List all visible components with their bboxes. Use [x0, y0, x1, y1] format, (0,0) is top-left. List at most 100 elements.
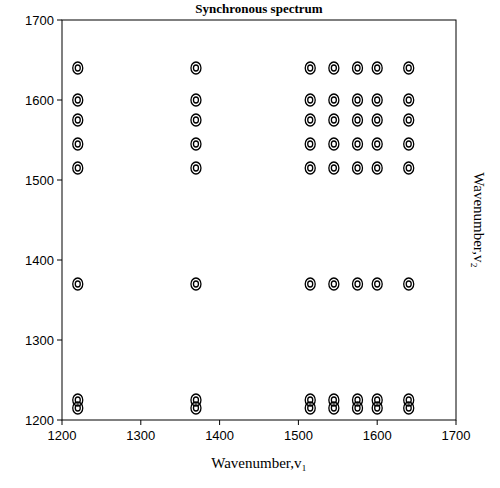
contour-outer	[305, 162, 315, 174]
contour-inner	[75, 165, 80, 171]
chart-container: Synchronous spectrum 1200 1300 1400 1500 1600…	[0, 0, 500, 488]
cross-peak	[329, 162, 339, 174]
cross-peak	[329, 94, 339, 106]
cross-peak	[191, 394, 201, 406]
contour-inner	[193, 117, 198, 123]
cross-peak	[353, 162, 363, 174]
contour-inner	[331, 281, 336, 287]
contour-inner	[308, 397, 313, 403]
contour-outer	[73, 94, 83, 106]
contour-outer	[353, 114, 363, 126]
contour-inner	[355, 97, 360, 103]
contour-inner	[331, 165, 336, 171]
y-tick	[57, 340, 62, 341]
cross-peak	[404, 278, 414, 290]
cross-peak	[372, 138, 382, 150]
contour-outer	[73, 62, 83, 74]
contour-inner	[331, 117, 336, 123]
y-tick-label: 1500	[25, 173, 54, 188]
contour-outer	[404, 114, 414, 126]
cross-peak	[305, 114, 315, 126]
cross-peak	[353, 278, 363, 290]
cross-peak	[191, 138, 201, 150]
cross-peak	[372, 62, 382, 74]
contour-outer	[329, 162, 339, 174]
contour-outer	[191, 138, 201, 150]
contour-inner	[308, 117, 313, 123]
contour-outer	[329, 62, 339, 74]
contour-inner	[355, 281, 360, 287]
contour-inner	[406, 281, 411, 287]
x-tick-label: 1600	[363, 428, 392, 443]
contour-inner	[375, 397, 380, 403]
cross-peak	[191, 278, 201, 290]
y-tick	[57, 100, 62, 101]
contour-outer	[372, 138, 382, 150]
contour-inner	[193, 165, 198, 171]
x-tick	[456, 420, 457, 425]
contour-inner	[308, 65, 313, 71]
y-tick-label: 1300	[25, 333, 54, 348]
contour-inner	[308, 281, 313, 287]
cross-peak	[305, 278, 315, 290]
contour-inner	[331, 141, 336, 147]
y-tick-label: 1400	[25, 253, 54, 268]
contour-inner	[355, 117, 360, 123]
contour-outer	[353, 138, 363, 150]
cross-peak	[191, 94, 201, 106]
contour-inner	[375, 117, 380, 123]
contour-inner	[308, 165, 313, 171]
y-tick-label: 1600	[25, 93, 54, 108]
contour-outer	[372, 62, 382, 74]
cross-peak	[404, 94, 414, 106]
y-tick-label: 1200	[25, 413, 54, 428]
cross-peak	[73, 162, 83, 174]
title: Synchronous spectrum	[195, 1, 322, 16]
contour-inner	[406, 397, 411, 403]
contour-outer	[353, 278, 363, 290]
cross-peak	[372, 114, 382, 126]
contour-outer	[73, 394, 83, 406]
x-tick-label: 1400	[205, 428, 234, 443]
cross-peak	[73, 278, 83, 290]
contour-outer	[353, 394, 363, 406]
contour-outer	[73, 278, 83, 290]
contour-outer	[372, 162, 382, 174]
cross-peak	[73, 394, 83, 406]
contour-outer	[353, 94, 363, 106]
cross-peak	[73, 138, 83, 150]
cross-peak	[329, 62, 339, 74]
contour-outer	[404, 62, 414, 74]
contour-outer	[191, 114, 201, 126]
contour-outer	[73, 138, 83, 150]
contour-outer	[305, 278, 315, 290]
contour-inner	[75, 141, 80, 147]
contour-inner	[75, 65, 80, 71]
cross-peak	[404, 114, 414, 126]
contour-inner	[375, 141, 380, 147]
cross-peak	[305, 62, 315, 74]
x-tick-label: 1300	[126, 428, 155, 443]
contour-inner	[355, 165, 360, 171]
contour-outer	[404, 94, 414, 106]
chart-svg: Synchronous spectrum 1200 1300 1400 1500 1600…	[0, 0, 500, 488]
contour-inner	[355, 397, 360, 403]
contour-outer	[329, 94, 339, 106]
cross-peak	[191, 62, 201, 74]
y-tick	[57, 180, 62, 181]
cross-peak	[404, 162, 414, 174]
contour-outer	[191, 94, 201, 106]
x-tick	[298, 420, 299, 425]
cross-peak	[404, 394, 414, 406]
contour-inner	[355, 141, 360, 147]
contour-outer	[191, 394, 201, 406]
contour-outer	[191, 278, 201, 290]
contour-inner	[375, 65, 380, 71]
cross-peak	[329, 394, 339, 406]
x-tick	[140, 420, 141, 425]
contour-outer	[404, 394, 414, 406]
contour-outer	[404, 278, 414, 290]
contours	[73, 62, 414, 414]
contour-outer	[191, 62, 201, 74]
contour-inner	[331, 65, 336, 71]
